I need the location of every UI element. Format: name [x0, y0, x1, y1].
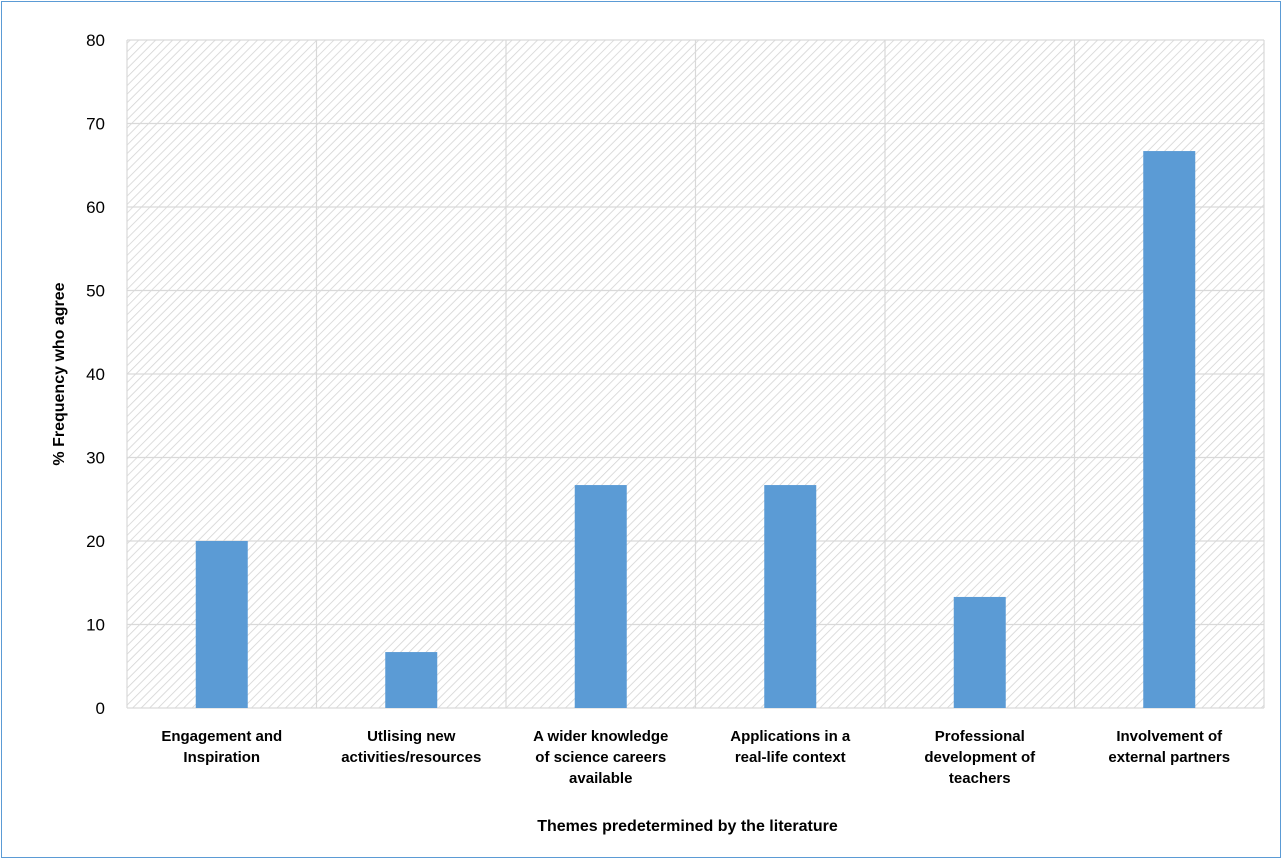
- x-category-label-line: Utlising new: [367, 728, 456, 745]
- bar: [764, 485, 817, 708]
- x-category-label: A wider knowledge of science careers avail…: [533, 728, 668, 787]
- y-tick-label: 0: [96, 699, 105, 718]
- x-category-label-line: Applications in a: [730, 728, 851, 745]
- y-axis-ticks: 0 10 20 30 40 50 60 70 80: [86, 31, 105, 718]
- gridlines: [126, 39, 1265, 709]
- y-tick-label: 10: [86, 616, 105, 635]
- x-category-label-line: Involvement of: [1116, 728, 1223, 745]
- x-category-label-line: development of: [924, 749, 1036, 766]
- y-tick-label: 20: [86, 532, 105, 551]
- x-category-label: Professional development of teachers: [924, 728, 1036, 787]
- x-category-label: Involvement of external partners: [1108, 728, 1230, 766]
- x-category-label-line: A wider knowledge: [533, 728, 668, 745]
- x-category-label-line: available: [569, 770, 632, 787]
- x-axis-title: Themes predetermined by the literature: [537, 818, 838, 835]
- x-category-label-line: Professional: [935, 728, 1025, 745]
- x-category-label-line: Engagement and: [161, 728, 282, 745]
- bar: [574, 485, 627, 708]
- x-category-label: Engagement and Inspiration: [161, 728, 282, 766]
- y-tick-label: 30: [86, 449, 105, 468]
- x-category-label-line: activities/resources: [341, 749, 481, 766]
- x-category-label-line: real-life context: [735, 749, 846, 766]
- x-category-label-line: of science careers: [535, 749, 666, 766]
- x-category-label-line: teachers: [949, 770, 1011, 787]
- x-category-label: Utlising new activities/resources: [341, 728, 481, 766]
- y-axis-title: % Frequency who agree: [51, 282, 68, 465]
- y-tick-label: 60: [86, 198, 105, 217]
- bars: [195, 151, 1196, 708]
- y-tick-label: 70: [86, 115, 105, 134]
- y-tick-label: 80: [86, 31, 105, 50]
- bar: [385, 652, 438, 708]
- x-category-label-line: Inspiration: [183, 749, 260, 766]
- y-tick-label: 50: [86, 282, 105, 301]
- x-axis-categories: Engagement and Inspiration Utlising new act…: [161, 728, 1230, 787]
- bar: [953, 596, 1006, 708]
- x-category-label: Applications in a real-life context: [730, 728, 851, 766]
- bar: [1143, 151, 1196, 708]
- bar: [195, 541, 248, 708]
- x-category-label-line: external partners: [1108, 749, 1230, 766]
- y-tick-label: 40: [86, 365, 105, 384]
